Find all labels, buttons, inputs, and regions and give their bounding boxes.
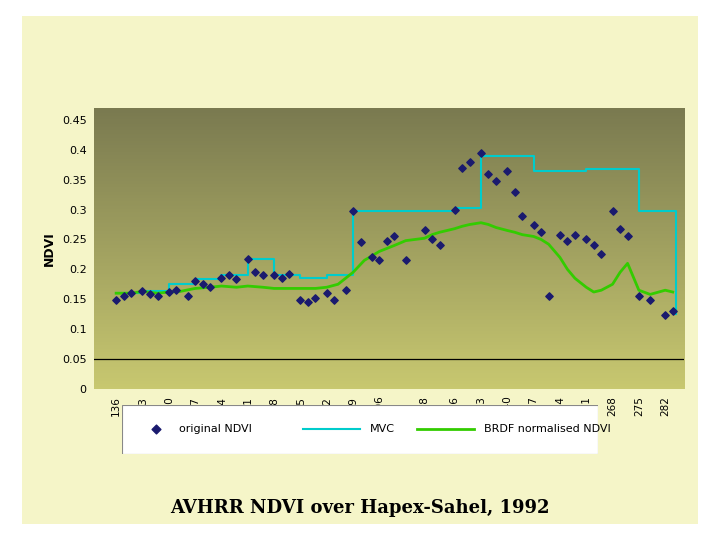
Point [321, 289, 333, 298]
Point [595, 250, 607, 259]
Point [144, 290, 156, 299]
Point [456, 164, 468, 172]
Point [490, 177, 502, 185]
Point [355, 238, 366, 247]
Point [426, 235, 438, 244]
Point [644, 296, 656, 305]
Point [118, 292, 130, 301]
Point [400, 256, 412, 265]
Point [449, 205, 460, 214]
Point [374, 256, 385, 265]
Point [204, 283, 216, 292]
Point [284, 270, 295, 279]
Point [216, 274, 228, 282]
Point [163, 288, 174, 296]
Point [302, 298, 314, 307]
Point [257, 271, 269, 280]
Point [197, 280, 208, 288]
Point [152, 292, 163, 301]
Text: BRDF normalised NDVI: BRDF normalised NDVI [484, 424, 611, 434]
Point [171, 286, 182, 294]
Point [310, 294, 321, 302]
Point [633, 292, 644, 301]
Point [230, 275, 242, 284]
Point [588, 241, 600, 249]
Point [536, 228, 547, 237]
Point [137, 287, 148, 296]
Y-axis label: NDVI: NDVI [43, 231, 56, 266]
Point [570, 231, 581, 239]
Point [607, 206, 618, 215]
Point [543, 292, 554, 301]
Point [340, 286, 351, 294]
Text: original NDVI: original NDVI [179, 424, 252, 434]
Point [528, 220, 539, 229]
Point [516, 211, 528, 220]
Point [464, 158, 475, 166]
Point [189, 277, 201, 286]
Point [419, 226, 431, 235]
Point [242, 254, 253, 263]
Point [381, 237, 392, 245]
Point [482, 170, 494, 178]
Point [250, 268, 261, 276]
Point [667, 307, 678, 315]
Point [580, 235, 592, 244]
Point [328, 296, 340, 305]
Point [366, 253, 377, 262]
Point [150, 425, 161, 434]
Text: AVHRR NDVI over Hapex-Sahel, 1992: AVHRR NDVI over Hapex-Sahel, 1992 [170, 498, 550, 517]
Point [475, 148, 487, 157]
Point [125, 289, 137, 298]
Point [110, 296, 122, 305]
Text: MVC: MVC [369, 424, 395, 434]
Point [276, 274, 287, 282]
Point [347, 206, 359, 215]
Point [509, 187, 521, 196]
Point [554, 231, 566, 239]
Point [182, 292, 194, 301]
Point [434, 241, 446, 249]
Point [269, 271, 280, 280]
Point [622, 232, 634, 241]
Point [223, 271, 235, 280]
Point [502, 166, 513, 175]
Point [389, 232, 400, 241]
X-axis label: Julian Day: Julian Day [354, 421, 424, 434]
Point [614, 224, 626, 233]
Point [660, 310, 671, 319]
Point [562, 237, 573, 245]
Point [294, 296, 306, 305]
